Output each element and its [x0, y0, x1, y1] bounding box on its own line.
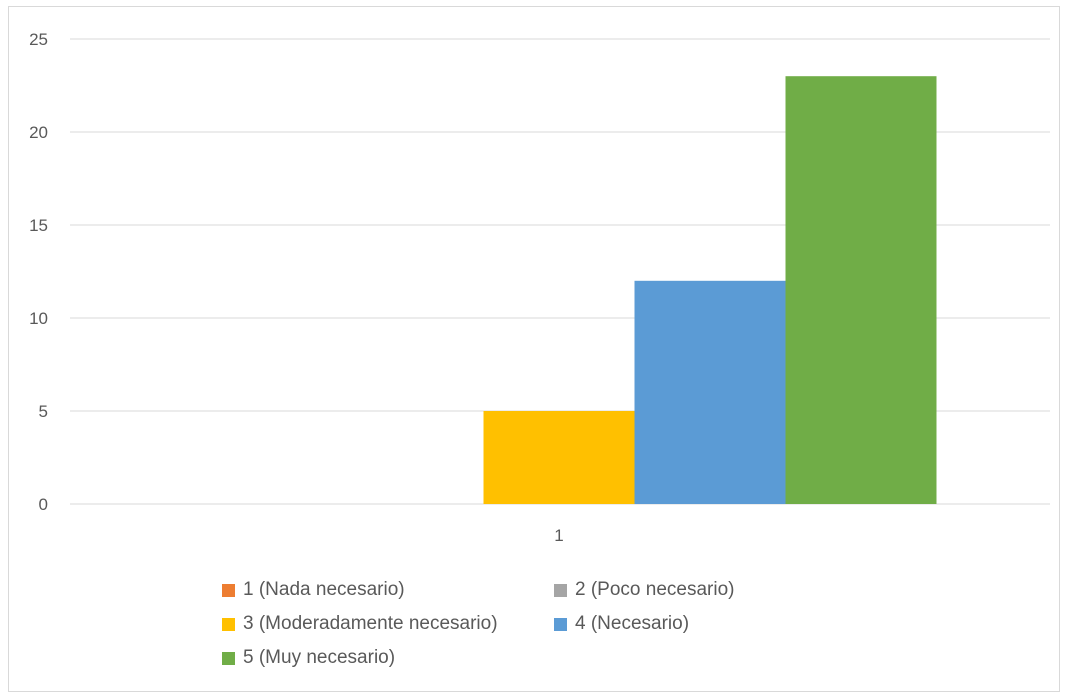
- bar-series-4: [634, 280, 786, 504]
- y-axis-tick-label: 25: [29, 30, 48, 49]
- legend-label: 3 (Moderadamente necesario): [243, 613, 498, 634]
- bars: [483, 76, 937, 504]
- y-axis-tick-label: 20: [29, 123, 48, 142]
- legend-item-nada-necesario: 1 (Nada necesario): [222, 579, 554, 601]
- legend-swatch: [222, 651, 235, 665]
- legend-item-necesario: 4 (Necesario): [554, 613, 782, 635]
- legend-swatch: [222, 617, 235, 631]
- y-axis-tick-label: 0: [39, 495, 48, 514]
- legend-label: 2 (Poco necesario): [575, 579, 735, 600]
- x-axis-tick-label: 1: [554, 526, 563, 545]
- legend-label: 4 (Necesario): [575, 613, 690, 634]
- y-axis-tick-label: 5: [39, 402, 48, 421]
- legend-swatch: [554, 617, 567, 631]
- bar-series-5: [785, 76, 937, 504]
- legend-item-moderadamente-necesario: 3 (Moderadamente necesario): [222, 613, 554, 635]
- legend-swatch: [554, 583, 567, 597]
- legend-label: 5 (Muy necesario): [243, 647, 396, 668]
- bar-series-3: [483, 411, 635, 504]
- y-axis-tick-label: 10: [29, 309, 48, 328]
- legend-item-poco-necesario: 2 (Poco necesario): [554, 579, 782, 601]
- legend-label: 1 (Nada necesario): [243, 579, 405, 600]
- y-axis-tick-labels: 0 5 10 15 20 25: [29, 30, 48, 514]
- legend-item-muy-necesario: 5 (Muy necesario): [222, 647, 554, 669]
- legend: 1 (Nada necesario) 2 (Poco necesario) 3 …: [222, 579, 782, 669]
- legend-swatch: [222, 583, 235, 597]
- y-axis-tick-label: 15: [29, 216, 48, 235]
